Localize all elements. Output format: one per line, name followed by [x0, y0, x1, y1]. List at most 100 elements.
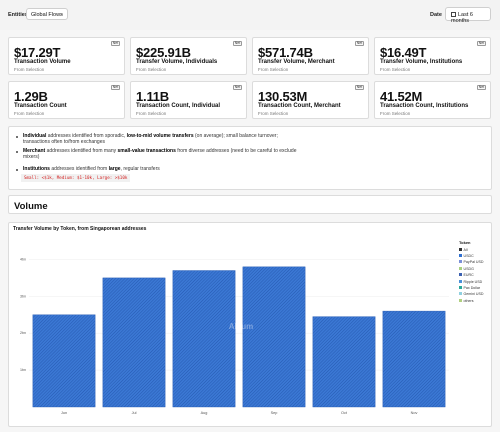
- net-badge[interactable]: Net: [233, 41, 242, 46]
- legend-label: Ripple USD: [463, 279, 483, 284]
- kpi-card: Net 1.11B Transaction Count, Individual …: [130, 81, 247, 119]
- volume-section-header: Volume: [8, 195, 492, 214]
- kpi-value: $16.49T: [380, 45, 427, 60]
- x-tick-label: Jun: [61, 411, 67, 415]
- kpi-subtitle: From Selection: [258, 67, 289, 72]
- net-badge[interactable]: Net: [477, 85, 486, 90]
- y-tick-label: 1bn: [20, 368, 26, 372]
- kpi-title: Transfer Volume, Merchant: [258, 58, 335, 65]
- kpi-subtitle: From Selection: [380, 67, 411, 72]
- x-tick-label: Aug: [201, 411, 208, 415]
- kpi-value: $225.91B: [136, 45, 191, 60]
- legend-label: Gemini USD: [463, 292, 484, 297]
- legend-swatch: [459, 279, 462, 283]
- bar-chart: 4bn 3bn 2bn 1bn Jun Jul Aug Sep Oct Nov Allium: [20, 257, 449, 415]
- y-tick-label: 4bn: [20, 257, 26, 261]
- legend-item[interactable]: Ripple USD: [459, 279, 489, 285]
- kpi-subtitle: From Selection: [380, 111, 411, 116]
- bar-jul[interactable]: [102, 277, 166, 408]
- kpi-title: Transfer Volume, Individuals: [136, 58, 218, 65]
- y-tick-label: 2bn: [20, 331, 26, 335]
- kpi-card: Net 1.29B Transaction Count From Selecti…: [8, 81, 125, 119]
- legend-swatch: [459, 266, 462, 270]
- net-badge[interactable]: Net: [355, 41, 364, 46]
- kpi-value: $571.74B: [258, 45, 313, 60]
- kpi-title: Transfer Volume, Institutions: [380, 58, 463, 65]
- kpi-subtitle: From Selection: [14, 111, 45, 116]
- x-tick-label: Oct: [341, 411, 348, 415]
- x-tick-label: Nov: [411, 411, 418, 415]
- legend-label: Pax Dollar: [463, 285, 481, 290]
- legend-item[interactable]: All: [459, 247, 489, 253]
- legend-title: Token: [459, 240, 471, 245]
- kpi-card: Net 130.53M Transaction Count, Merchant …: [252, 81, 369, 119]
- legend-swatch: [459, 260, 462, 264]
- date-range-value: Last 6 months: [451, 12, 473, 24]
- bar-oct[interactable]: [312, 316, 376, 408]
- legend-item[interactable]: Pax Dollar: [459, 285, 489, 291]
- kpi-subtitle: From Selection: [14, 67, 45, 72]
- kpi-subtitle: From Selection: [258, 111, 289, 116]
- legend-label: USDG: [463, 266, 474, 271]
- y-tick-label: 3bn: [20, 294, 26, 298]
- bar-nov[interactable]: [382, 310, 446, 408]
- kpi-value: 41.52M: [380, 89, 423, 104]
- volume-chart-card: Transfer Volume by Token, from Singapore…: [8, 222, 492, 427]
- kpi-title: Transaction Count, Merchant: [258, 102, 341, 109]
- kpi-card: Net $571.74B Transfer Volume, Merchant F…: [252, 37, 369, 75]
- date-range-button[interactable]: Last 6 months: [445, 7, 491, 24]
- net-badge[interactable]: Net: [233, 85, 242, 90]
- net-badge[interactable]: Net: [111, 85, 120, 90]
- watermark-logo: Allium: [229, 322, 253, 331]
- bullet-dot: [16, 136, 18, 138]
- bar-aug[interactable]: [172, 270, 236, 408]
- legend-label: EURC: [463, 273, 474, 278]
- kpi-title: Transaction Count, Individual: [136, 102, 221, 109]
- chevron-down-icon: ⌄: [59, 11, 64, 17]
- net-badge[interactable]: Net: [355, 85, 364, 90]
- legend-item[interactable]: EURC: [459, 272, 489, 278]
- section-title: Volume: [14, 201, 48, 212]
- kpi-title: Transaction Count: [14, 102, 67, 109]
- calendar-icon: [451, 12, 456, 17]
- legend-label: others: [463, 298, 474, 303]
- kpi-title: Transaction Volume: [14, 58, 71, 65]
- bar-sep[interactable]: [242, 266, 306, 408]
- kpi-subtitle: From Selection: [136, 111, 167, 116]
- kpi-card: Net $17.29T Transaction Volume From Sele…: [8, 37, 125, 75]
- legend-item[interactable]: Gemini USD: [459, 291, 489, 297]
- note-merchant: Merchant addresses identified from many …: [23, 148, 297, 161]
- net-badge[interactable]: Net: [477, 41, 486, 46]
- legend-label: PayPal USD: [463, 260, 484, 265]
- legend-label: All: [463, 247, 468, 252]
- bar-jun[interactable]: [32, 314, 96, 408]
- legend-item[interactable]: others: [459, 298, 489, 304]
- legend-item[interactable]: USDC: [459, 253, 489, 259]
- chart-legend: Token All USDC PayPal USD USDG EURC Ripple US…: [459, 240, 489, 304]
- bullet-dot: [16, 151, 18, 153]
- entities-select[interactable]: Global Flows ⌄: [26, 8, 68, 20]
- legend-swatch: [459, 285, 462, 289]
- legend-item[interactable]: PayPal USD: [459, 259, 489, 265]
- note-individual: Individual addresses identified from spo…: [23, 133, 278, 146]
- entities-label: Entities: [8, 12, 28, 18]
- kpi-value: $17.29T: [14, 45, 61, 60]
- legend-swatch: [459, 247, 462, 251]
- top-filter-bar: Entities Global Flows ⌄ Date Last 6 mont…: [0, 0, 500, 30]
- legend-swatch: [459, 253, 462, 257]
- chart-title: Transfer Volume by Token, from Singapore…: [13, 226, 147, 232]
- bullet-dot: [16, 169, 18, 171]
- net-badge[interactable]: Net: [111, 41, 120, 46]
- note-institutions: Institutions addresses identified from l…: [23, 166, 160, 172]
- kpi-value: 130.53M: [258, 89, 308, 104]
- kpi-value: 1.11B: [136, 89, 169, 104]
- legend-swatch: [459, 298, 462, 302]
- x-tick-label: Sep: [271, 411, 278, 415]
- kpi-card: Net $225.91B Transfer Volume, Individual…: [130, 37, 247, 75]
- legend-label: USDC: [463, 253, 474, 258]
- kpi-value: 1.29B: [14, 89, 48, 104]
- legend-item[interactable]: USDG: [459, 266, 489, 272]
- legend-swatch: [459, 273, 462, 277]
- size-thresholds-code: Small: <$1k, Medium: $1-10k, Large: >$10…: [21, 174, 131, 182]
- date-label: Date: [430, 12, 442, 18]
